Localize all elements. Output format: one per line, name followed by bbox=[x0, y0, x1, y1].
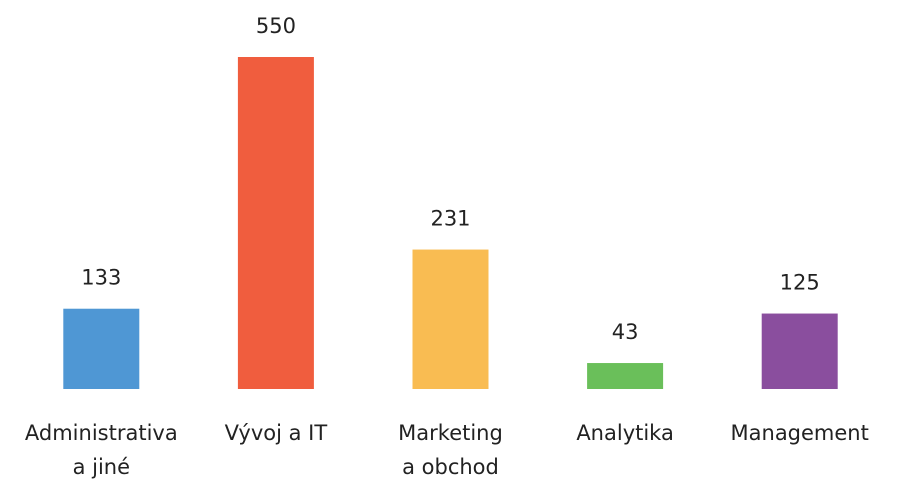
bar bbox=[587, 363, 664, 389]
category-label: Administrativa bbox=[25, 421, 178, 445]
value-label: 231 bbox=[430, 207, 470, 231]
value-label: 43 bbox=[612, 320, 639, 344]
category-label: a obchod bbox=[402, 455, 499, 479]
category-label: Vývoj a IT bbox=[225, 421, 328, 445]
value-label: 133 bbox=[81, 266, 121, 290]
value-label: 550 bbox=[256, 14, 296, 38]
category-label: a jiné bbox=[73, 455, 130, 479]
category-label: Management bbox=[731, 421, 869, 445]
value-label: 125 bbox=[780, 271, 820, 295]
bar bbox=[412, 249, 489, 389]
bar bbox=[237, 57, 314, 389]
bar bbox=[63, 308, 140, 389]
bar bbox=[761, 313, 838, 389]
category-label: Analytika bbox=[576, 421, 674, 445]
category-label: Marketing bbox=[398, 421, 503, 445]
